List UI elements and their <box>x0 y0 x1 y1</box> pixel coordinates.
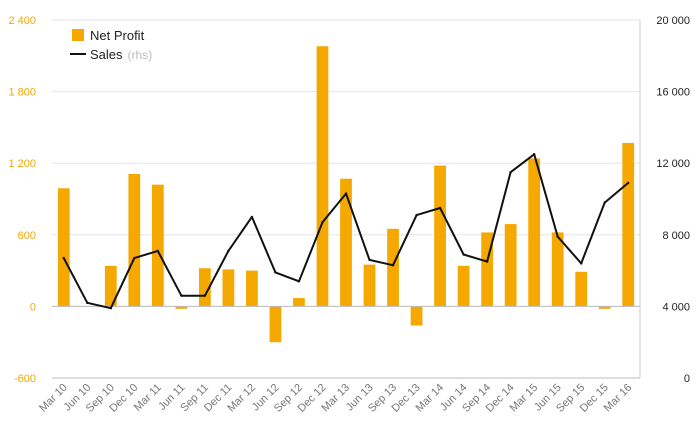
legend-sales-label: Sales (rhs) <box>90 47 152 62</box>
net-profit-bar <box>128 173 141 307</box>
net-profit-bar <box>410 306 423 326</box>
sales-point <box>415 213 418 217</box>
left-tick-label: -600 <box>14 373 36 385</box>
right-tick-label: 12 000 <box>656 158 690 170</box>
sales-point <box>485 260 489 263</box>
net-profit-bar <box>598 306 611 309</box>
sales-point <box>250 215 254 219</box>
sales-point <box>321 221 324 224</box>
net-profit-bar <box>363 264 376 307</box>
net-profit-bar <box>551 232 564 307</box>
sales-point <box>133 256 136 260</box>
net-profit-bar <box>199 268 211 307</box>
net-profit-bar <box>175 306 188 309</box>
net-profit-bar <box>222 269 235 307</box>
net-profit-bar <box>293 298 305 307</box>
sales-line-series <box>62 153 630 310</box>
net-profit-bar <box>340 178 352 307</box>
sales-point <box>368 258 371 262</box>
sales-point <box>62 256 65 260</box>
sales-point <box>109 306 113 310</box>
legend-net-profit-label: Net Profit <box>90 28 145 43</box>
sales-point <box>227 249 230 253</box>
right-tick-label: 20 000 <box>656 15 690 27</box>
net-profit-bar <box>528 158 541 307</box>
right-axis-tick-labels: 0 4 000 8 000 12 000 16 000 20 000 <box>656 15 690 385</box>
net-profit-bars <box>57 46 635 343</box>
sales-point <box>532 153 536 156</box>
right-tick-label: 16 000 <box>656 87 690 99</box>
net-profit-bar <box>246 270 258 307</box>
legend-net-profit-swatch <box>72 29 84 41</box>
sales-point <box>274 271 277 274</box>
right-tick-label: 0 <box>684 373 690 385</box>
sales-point <box>580 262 583 265</box>
sales-point <box>180 294 183 297</box>
net-profit-bar <box>504 224 517 307</box>
sales-point <box>556 235 559 238</box>
net-profit-bar <box>387 228 399 307</box>
net-profit-bar <box>151 184 164 307</box>
net-profit-bar <box>269 306 282 343</box>
net-profit-bar <box>57 188 70 307</box>
sales-point <box>509 170 512 174</box>
legend-sales-note: (rhs) <box>128 48 153 62</box>
left-tick-label: 1 800 <box>8 87 36 99</box>
sales-point <box>344 192 348 195</box>
net-profit-bar <box>575 271 588 307</box>
legend: Net Profit Sales (rhs) <box>70 28 152 62</box>
net-profit-bar <box>622 142 635 307</box>
axes <box>52 20 641 379</box>
sales-point <box>462 253 465 256</box>
legend-sales-name: Sales <box>90 47 123 62</box>
right-tick-label: 4 000 <box>662 301 690 313</box>
right-tick-label: 8 000 <box>662 230 690 242</box>
left-axis-tick-labels: -600 0 600 1 200 1 800 2 400 <box>8 15 36 385</box>
sales-point <box>156 249 160 253</box>
left-tick-label: 0 <box>30 301 36 313</box>
net-profit-bar <box>434 165 446 307</box>
sales-point <box>603 201 606 204</box>
net-profit-bar <box>104 265 117 307</box>
left-tick-label: 1 200 <box>8 158 36 170</box>
net-profit-bar <box>457 265 470 307</box>
left-tick-label: 2 400 <box>8 15 36 27</box>
sales-point <box>438 206 442 210</box>
sales-point <box>391 264 395 267</box>
net-profit-bar <box>316 46 329 307</box>
sales-point <box>297 280 301 283</box>
sales-point <box>203 294 207 297</box>
net-profit-bar <box>481 232 493 307</box>
sales-point <box>86 301 89 305</box>
sales-point <box>627 181 630 185</box>
left-tick-label: 600 <box>18 230 36 242</box>
